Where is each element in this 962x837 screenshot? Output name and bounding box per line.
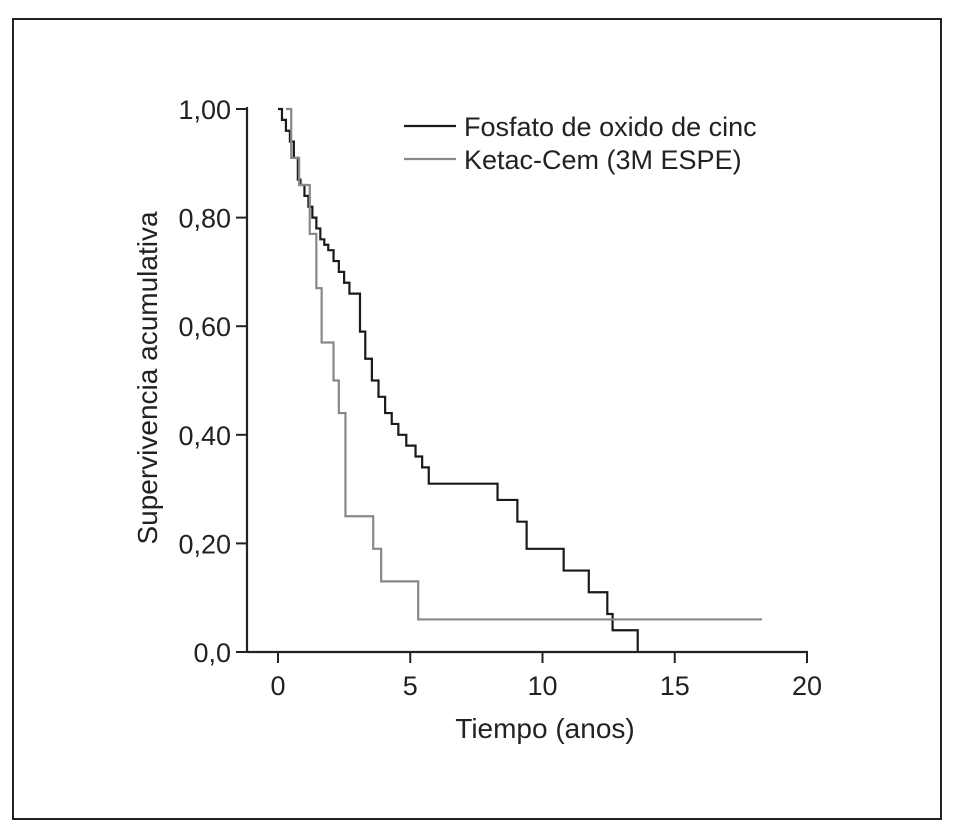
y-axis-title: Supervivencia acumulativa [132,211,163,544]
x-tick-label: 10 [527,671,557,701]
x-tick-label: 20 [792,671,822,701]
y-tick-label: 0,20 [178,529,231,559]
x-tick-label: 5 [403,671,418,701]
x-axis-title: Tiempo (anos) [455,713,634,744]
y-tick-label: 0,40 [178,421,231,451]
series-line-2 [285,107,763,621]
x-tick-label: 0 [270,671,285,701]
chart-series [278,107,763,652]
legend-label: Fosfato de oxido de cinc [464,112,757,142]
y-tick-label: 0,80 [178,204,231,234]
chart-axes [245,107,808,654]
y-tick-label: 1,00 [178,95,231,125]
chart-ticks: 0 5 10 15 20 0,0 0,20 0,40 0,60 0,80 1,00 [178,95,822,701]
x-tick-label: 15 [660,671,690,701]
legend-label: Ketac-Cem (3M ESPE) [464,145,742,175]
y-tick-label: 0,0 [193,638,231,668]
y-tick-label: 0,60 [178,312,231,342]
series-line-1 [278,107,639,652]
figure-frame [12,18,942,820]
